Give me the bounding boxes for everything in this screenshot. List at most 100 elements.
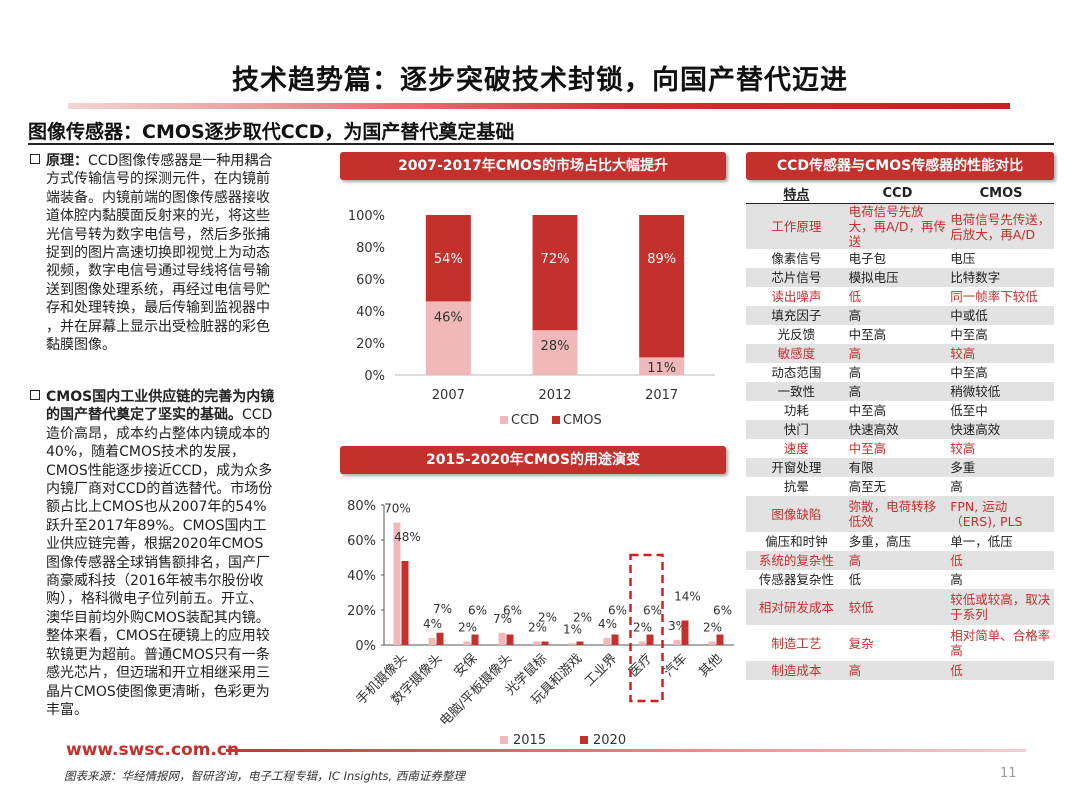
cmos-cell: 电荷信号先传送，后放大，再A/D bbox=[948, 203, 1054, 249]
highlight-box bbox=[629, 553, 664, 703]
cmos-cell: 多重 bbox=[948, 458, 1054, 477]
text-line: 黏膜图像。 bbox=[46, 337, 116, 354]
bar-2020 bbox=[506, 634, 514, 645]
chart2-banner: 2015-2020年CMOS的用途演变 bbox=[340, 446, 726, 474]
ccd-cell: 低 bbox=[846, 570, 949, 589]
data-label: 89% bbox=[647, 252, 676, 267]
table-row: 敏感度高较高 bbox=[746, 344, 1054, 363]
bar-2020 bbox=[541, 641, 549, 645]
feature-cell: 系统的复杂性 bbox=[746, 551, 847, 570]
legend-swatch bbox=[500, 416, 508, 424]
text-line: 澳华目前均外购CMOS装配其内镜。 bbox=[46, 609, 270, 626]
legend-swatch bbox=[552, 416, 560, 424]
legend-label: 2020 bbox=[593, 733, 626, 748]
table-row: 传感器复杂性低高 bbox=[746, 570, 1054, 589]
table-row: 抗晕 高至无高 bbox=[746, 477, 1054, 496]
cmos-cell: 快速高效 bbox=[948, 420, 1054, 439]
bar-ccd bbox=[425, 301, 471, 375]
data-label: 14% bbox=[674, 590, 701, 604]
text-line: CMOS性能逐步接近CCD，成为众多 bbox=[46, 462, 273, 479]
page-number: 11 bbox=[1000, 766, 1017, 781]
table-row: 光反馈 中至高 中至高 bbox=[746, 325, 1054, 344]
text-line: 送到图像处理系统，再经过电信号贮 bbox=[46, 281, 270, 298]
ccd-cmos-comparison-table: 特点 CCD CMOS 工作原理 电荷信号先放大，再A/D，再传送 电荷信号先传送，… bbox=[746, 184, 1054, 680]
feature-cell: 敏感度 bbox=[746, 344, 847, 363]
footer-source: 图表来源：华经情报网，智研咨询，电子工程专辑，IC Insights, 西南证券… bbox=[64, 769, 465, 783]
text-line: 业供应链完善，根据2020年CMOS bbox=[46, 536, 264, 553]
feature-cell: 填充因子 bbox=[746, 306, 847, 325]
ccd-cell: 高 bbox=[846, 551, 949, 570]
ccd-cell: 有限 bbox=[846, 458, 949, 477]
bar-2020 bbox=[401, 561, 409, 645]
text-line: 额占比上CMOS也从2007年的54% bbox=[46, 499, 267, 516]
y-tick-label: 20% bbox=[356, 337, 385, 352]
feature-cell: 图像缺陷 bbox=[746, 496, 847, 532]
data-label: 46% bbox=[434, 310, 463, 325]
table-row: 相对研发成本 较低 较低或较高，取决于系列 bbox=[746, 589, 1054, 625]
table-banner: CCD传感器与CMOS传感器的性能对比 bbox=[746, 152, 1054, 180]
feature-cell: 速度 bbox=[746, 439, 847, 458]
ccd-cell: 较低 bbox=[846, 589, 949, 625]
table-row: 功耗 中至高 低至中 bbox=[746, 401, 1054, 420]
cmos-cell: 相对简单、合格率高 bbox=[948, 625, 1054, 661]
y-tick-label: 80% bbox=[356, 241, 385, 256]
x-tick-label: 其他 bbox=[696, 651, 725, 680]
bold-text-line: 的国产替代奠定了坚实的基础。 bbox=[46, 407, 242, 424]
cmos-cell: 电压 bbox=[948, 249, 1054, 268]
cmos-cell: 中至高 bbox=[948, 325, 1054, 344]
bar-2015 bbox=[708, 641, 716, 645]
paragraph-cmos-supply-chain: CMOS国内工业供应链的完善为内镜 的国产替代奠定了坚实的基础。CCD 造价高昂… bbox=[30, 388, 330, 719]
data-label: 6% bbox=[713, 604, 732, 618]
bar-2015 bbox=[638, 641, 646, 645]
data-label: 7% bbox=[493, 612, 512, 626]
data-label: 2% bbox=[703, 621, 722, 635]
legend-label: CMOS bbox=[563, 413, 602, 428]
y-tick-label: 40% bbox=[347, 569, 376, 584]
footer-website-link[interactable]: www.swsc.com.cn bbox=[66, 740, 240, 760]
bar-2015 bbox=[393, 522, 401, 645]
text-line: 端装备。内镜前端的图像传感器接收 bbox=[46, 189, 270, 206]
principle-label: 原理： bbox=[46, 153, 88, 169]
text-line: 软镜更为超前。普通CMOS只有一条 bbox=[46, 646, 270, 663]
bar-2015 bbox=[463, 641, 471, 645]
text-line: ，并在屏幕上显示出受检脏器的彩色 bbox=[46, 318, 270, 335]
data-label: 48% bbox=[394, 530, 421, 544]
ccd-cell: 弥散，电荷转移低效 bbox=[846, 496, 949, 532]
ccd-cell: 中至高 bbox=[846, 439, 949, 458]
y-tick-label: 80% bbox=[347, 499, 376, 514]
header-cmos: CMOS bbox=[979, 186, 1023, 201]
header-feature: 特点 bbox=[783, 188, 810, 203]
data-label: 2% bbox=[458, 621, 477, 635]
bar-cmos bbox=[425, 215, 471, 302]
legend-label: 2015 bbox=[513, 733, 546, 748]
data-label: 28% bbox=[541, 339, 570, 354]
cmos-cell: 同一帧率下较低 bbox=[948, 287, 1054, 306]
ccd-cell: 高 bbox=[846, 382, 949, 401]
cmos-cell: 低 bbox=[948, 551, 1054, 570]
feature-cell: 动态范围 bbox=[746, 363, 847, 382]
ccd-cell: 高至无 bbox=[846, 477, 949, 496]
data-label: 2% bbox=[538, 611, 557, 625]
text-line: 捉到的图片高速切换即视觉上为动态 bbox=[46, 245, 270, 262]
text-line: 商豪威科技（2016年被韦尔股份收 bbox=[46, 573, 264, 590]
data-label: 54% bbox=[434, 252, 463, 267]
cmos-cell: 中或低 bbox=[948, 306, 1054, 325]
data-label: 4% bbox=[423, 617, 442, 631]
table-row: 图像缺陷 弥散，电荷转移低效 FPN, 运动（ERS), PLS bbox=[746, 496, 1054, 532]
text-line: 晶片CMOS使图像更清晰，色彩更为 bbox=[46, 683, 270, 700]
text-line: 内镜厂商对CCD的首选替代。市场份 bbox=[46, 481, 273, 498]
table-row: 速度 中至高 较高 bbox=[746, 439, 1054, 458]
ccd-cell: 多重，高压 bbox=[846, 532, 949, 551]
ccd-cell: 快速高效 bbox=[846, 420, 949, 439]
data-label: 6% bbox=[643, 604, 662, 618]
y-tick-label: 20% bbox=[347, 604, 376, 619]
text-line: 光信号转为数字电信号，然后多张捕 bbox=[46, 226, 270, 243]
bar-2020 bbox=[646, 634, 654, 645]
cmos-share-chart: 0% 20% 40% 60% 80% 100% 46% 54% 2007 28% 72% 2012 11… bbox=[348, 209, 715, 428]
data-label: 4% bbox=[598, 617, 617, 631]
y-tick-label: 60% bbox=[356, 273, 385, 288]
cmos-cell: 较高 bbox=[948, 344, 1054, 363]
cmos-cell: 比特数字 bbox=[948, 268, 1054, 287]
ccd-cell: 低 bbox=[846, 287, 949, 306]
ccd-cell: 高 bbox=[846, 363, 949, 382]
